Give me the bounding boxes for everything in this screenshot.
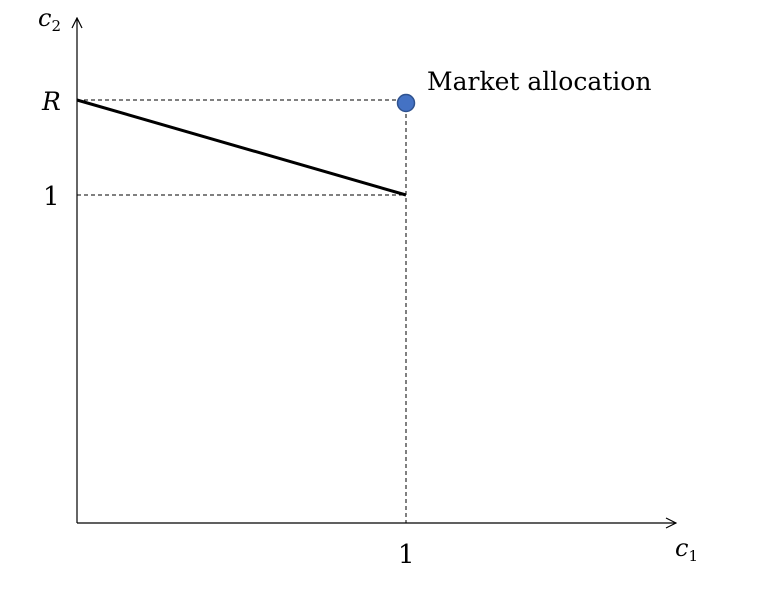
y-tick-R: R xyxy=(41,87,61,116)
y-tick-1: 1 xyxy=(43,182,60,212)
market-allocation-point xyxy=(396,93,416,113)
x-tick-1: 1 xyxy=(398,540,415,570)
budget-line xyxy=(76,98,407,197)
x-axis-label: c1 xyxy=(675,534,698,565)
market-allocation-label: Market allocation xyxy=(427,67,651,96)
y-axis-label: c2 xyxy=(38,4,61,35)
